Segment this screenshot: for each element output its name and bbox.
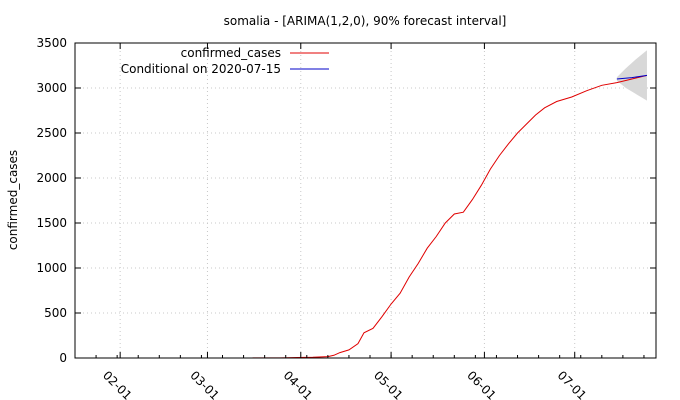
- series-line-confirmed-cases: [252, 74, 648, 359]
- x-tick-label: 07-01: [555, 368, 590, 400]
- forecast-interval-band: [616, 50, 647, 101]
- y-axis-label: confirmed_cases: [6, 150, 20, 250]
- x-tick-label: 04-01: [281, 368, 316, 400]
- y-axis-ticks: 0 500 1000 1500 2000 2500 3000 3500: [36, 36, 656, 365]
- chart-title: somalia - [ARIMA(1,2,0), 90% forecast in…: [224, 14, 507, 28]
- y-tick-label: 2500: [36, 126, 67, 140]
- grid: [75, 43, 656, 358]
- forecast-band-layer: [616, 50, 647, 101]
- legend-label-conditional-forecast: Conditional on 2020-07-15: [121, 62, 281, 76]
- x-tick-label: 06-01: [464, 368, 499, 400]
- legend: confirmed_cases Conditional on 2020-07-1…: [121, 46, 329, 76]
- y-tick-label: 500: [44, 306, 67, 320]
- y-tick-label: 3500: [36, 36, 67, 50]
- x-axis-ticks: 02-01 03-01 04-01 05-01 06-01 07-01: [74, 43, 645, 400]
- y-tick-label: 2000: [36, 171, 67, 185]
- y-tick-label: 1500: [36, 216, 67, 230]
- x-tick-label: 02-01: [100, 368, 135, 400]
- x-tick-label: 03-01: [187, 368, 222, 400]
- y-tick-label: 0: [59, 351, 67, 365]
- series-layer: [252, 74, 648, 359]
- x-tick-label: 05-01: [371, 368, 406, 400]
- y-tick-label: 1000: [36, 261, 67, 275]
- y-tick-label: 3000: [36, 81, 67, 95]
- plot-frame: [74, 42, 657, 359]
- series-line-conditional-forecast: [616, 74, 648, 80]
- legend-label-confirmed-cases: confirmed_cases: [181, 46, 281, 60]
